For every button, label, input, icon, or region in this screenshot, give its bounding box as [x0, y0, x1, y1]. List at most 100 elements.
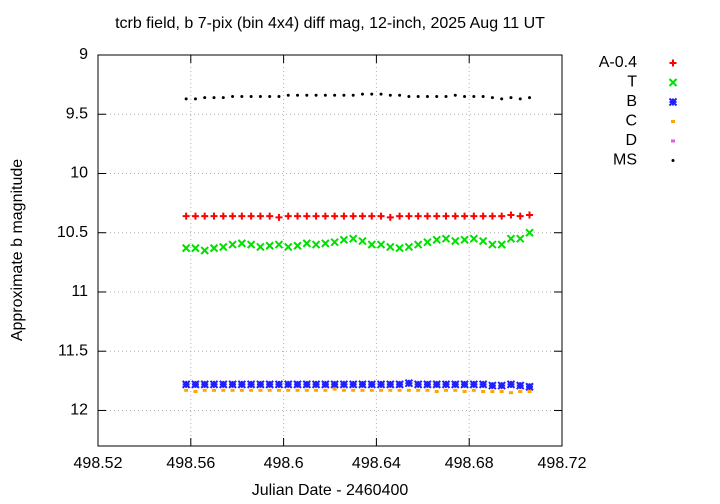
marker	[202, 388, 207, 392]
marker	[451, 380, 460, 389]
marker	[265, 380, 274, 389]
marker	[442, 212, 450, 220]
y-tick-label: 9.5	[66, 105, 88, 122]
y-tick-label: 10.5	[57, 224, 88, 241]
marker	[193, 389, 198, 393]
marker	[191, 380, 200, 389]
marker	[209, 380, 219, 389]
marker	[516, 381, 525, 390]
marker	[305, 93, 309, 97]
marker	[249, 388, 254, 392]
marker	[294, 212, 302, 220]
marker	[451, 236, 460, 246]
marker	[182, 212, 190, 220]
marker	[276, 388, 281, 392]
marker	[508, 391, 513, 395]
marker	[351, 93, 355, 97]
marker	[201, 212, 209, 220]
marker	[404, 242, 414, 252]
marker	[527, 389, 532, 393]
marker	[339, 235, 349, 245]
marker	[404, 378, 414, 388]
marker	[488, 381, 497, 390]
legend-label: B	[626, 93, 637, 110]
marker	[435, 94, 439, 98]
marker	[469, 380, 479, 389]
legend-label: A-0.4	[599, 54, 637, 71]
marker	[370, 92, 374, 96]
marker	[331, 212, 339, 220]
marker	[518, 97, 522, 101]
marker	[351, 388, 356, 392]
marker	[246, 380, 256, 389]
marker	[349, 212, 357, 220]
marker	[258, 94, 262, 98]
marker	[247, 212, 255, 220]
x-tick-label: 498.68	[445, 455, 494, 472]
marker	[441, 234, 451, 243]
marker	[398, 93, 402, 97]
marker	[432, 235, 441, 245]
marker	[240, 94, 244, 98]
marker	[432, 380, 441, 389]
marker	[423, 380, 432, 389]
marker	[525, 382, 534, 391]
marker	[339, 380, 349, 389]
x-tick-label: 498.64	[352, 455, 401, 472]
marker	[461, 212, 469, 220]
marker	[314, 388, 319, 392]
marker	[230, 388, 235, 392]
marker	[481, 94, 485, 98]
marker	[239, 388, 244, 392]
marker	[340, 212, 348, 220]
marker	[358, 380, 367, 389]
chart-title: tcrb field, b 7-pix (bin 4x4) diff mag, …	[115, 15, 545, 32]
marker	[453, 93, 457, 97]
marker	[358, 236, 367, 246]
marker	[444, 388, 448, 392]
marker	[471, 388, 476, 392]
marker	[275, 213, 283, 221]
marker	[376, 380, 386, 389]
marker	[268, 94, 272, 98]
marker	[526, 211, 534, 219]
marker	[333, 93, 337, 97]
marker	[478, 380, 488, 389]
marker	[425, 388, 430, 392]
marker	[193, 97, 197, 101]
marker	[472, 94, 476, 98]
marker	[274, 240, 284, 249]
marker	[518, 389, 523, 393]
marker	[395, 380, 404, 389]
y-tick-label: 11.5	[58, 342, 88, 359]
marker	[497, 381, 506, 390]
marker	[377, 212, 385, 220]
marker	[413, 240, 423, 249]
legend-marker	[668, 97, 678, 107]
x-tick-label: 498.72	[538, 455, 587, 472]
marker	[470, 212, 478, 220]
marker	[321, 239, 330, 248]
marker	[219, 380, 228, 389]
x-tick-label: 498.6	[264, 455, 304, 472]
marker	[488, 240, 497, 249]
marker	[386, 242, 395, 252]
marker	[507, 211, 515, 219]
marker	[277, 94, 281, 98]
legend-marker	[668, 78, 678, 87]
marker	[249, 94, 253, 98]
marker	[330, 237, 339, 247]
marker	[407, 94, 411, 98]
marker	[516, 234, 525, 243]
marker	[341, 388, 346, 392]
marker	[528, 96, 532, 100]
marker	[368, 212, 376, 220]
marker	[323, 93, 327, 97]
marker	[453, 388, 458, 392]
marker	[321, 380, 330, 389]
marker	[203, 96, 207, 100]
marker	[379, 92, 383, 96]
marker	[395, 243, 404, 253]
marker	[497, 240, 506, 249]
marker	[490, 389, 495, 393]
